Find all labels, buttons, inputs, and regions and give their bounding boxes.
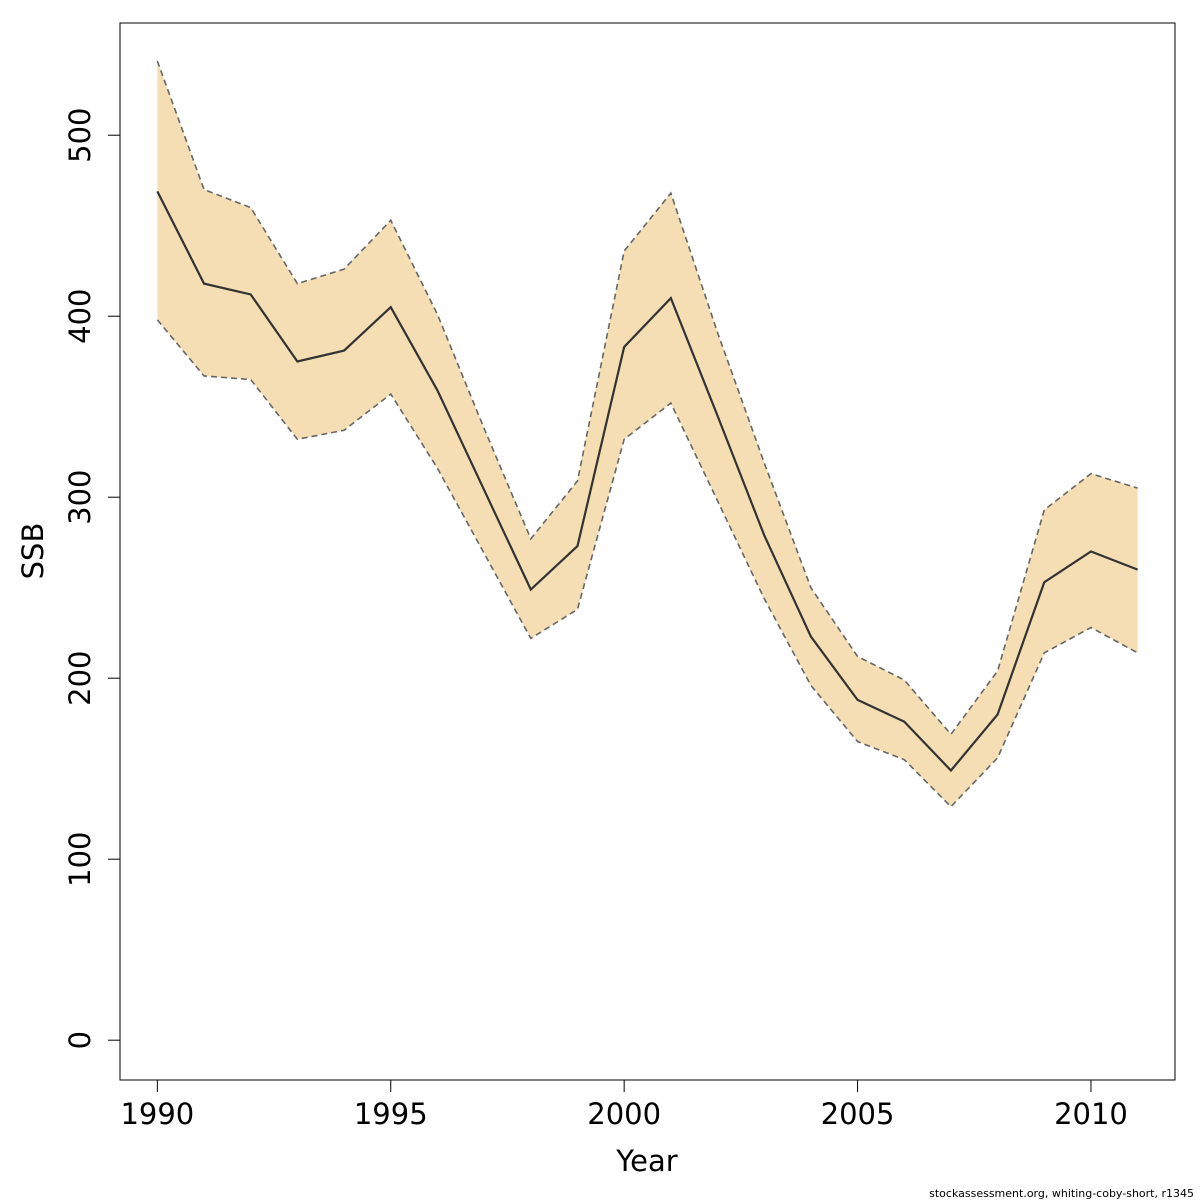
plot-frame	[119, 22, 1176, 1081]
plot-layer	[156, 60, 1139, 808]
upper-bound-line	[156, 60, 1138, 736]
y-tick-label-100: 100	[63, 832, 97, 887]
y-tick-label-0: 0	[63, 1031, 97, 1049]
lower-bound-line	[156, 319, 1139, 808]
y-tick-label-200: 200	[63, 651, 97, 706]
x-tick-label-2005: 2005	[821, 1097, 895, 1131]
x-tick-label-2010: 2010	[1054, 1097, 1128, 1131]
x-tick-label-2000: 2000	[587, 1097, 661, 1131]
confidence-band	[157, 61, 1138, 807]
x-axis-title: Year	[615, 1144, 677, 1178]
y-tick-label-300: 300	[63, 470, 97, 525]
footer-credit: stockassessment.org, whiting-coby-short,…	[929, 1187, 1194, 1200]
y-axis-title: SSB	[16, 523, 50, 580]
ssb-estimate-line	[156, 190, 1139, 773]
x-tick-label-1990: 1990	[120, 1097, 194, 1131]
x-tick-label-1995: 1995	[354, 1097, 428, 1131]
y-tick-label-400: 400	[63, 289, 97, 344]
axis-layer: 1990 1995 2000 2005 2010 0 100 200 300 400 500	[63, 108, 1128, 1131]
y-tick-label-500: 500	[63, 108, 97, 163]
